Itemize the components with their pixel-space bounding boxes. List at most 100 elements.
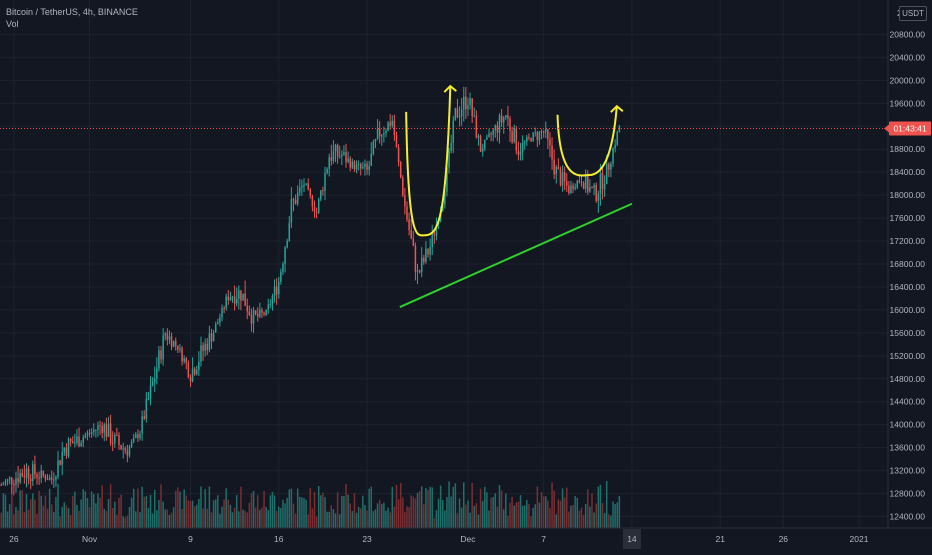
volume-bar <box>431 487 433 528</box>
candle-body <box>446 167 448 192</box>
candle-body <box>29 478 32 482</box>
candle-body <box>82 437 85 443</box>
volume-bar <box>48 488 51 528</box>
volume-bar <box>498 485 501 528</box>
volume-indicator-label[interactable]: Vol <box>6 19 19 29</box>
candle-body <box>61 452 63 465</box>
candle-body <box>479 136 482 152</box>
candle-body <box>465 96 467 110</box>
candle-body <box>374 139 377 142</box>
volume-bar <box>589 506 591 528</box>
candle-body <box>15 478 17 485</box>
candle-body <box>328 157 330 169</box>
volume-bar <box>202 508 204 528</box>
volume-bar <box>450 496 452 528</box>
candle-body <box>271 296 274 305</box>
candle-body <box>616 132 618 145</box>
symbol-title[interactable]: Bitcoin / TetherUS, 4h, BINANCE <box>6 7 138 17</box>
volume-bar <box>252 490 255 528</box>
candle-body <box>540 131 543 133</box>
volume-bar <box>40 495 42 528</box>
volume-bar <box>366 510 368 528</box>
candle-body <box>385 131 387 134</box>
candle-body <box>139 433 141 438</box>
volume-bar <box>469 512 471 528</box>
candle-body <box>273 286 276 297</box>
price-tick-label: 12400.00 <box>890 512 926 522</box>
candle-body <box>448 150 450 168</box>
volume-bar <box>181 508 183 528</box>
candle-body <box>6 479 9 482</box>
candle-body <box>387 122 389 132</box>
candle-body <box>471 98 473 117</box>
candle-body <box>389 122 391 126</box>
candle-body <box>294 200 297 204</box>
candle-body <box>42 470 45 476</box>
candle-body <box>580 182 583 184</box>
time-axis[interactable]: 26 Nov 9 16 23 Dec 7 14 21 26 2021 <box>0 527 932 550</box>
candle-body <box>477 136 480 138</box>
volume-bar <box>576 497 579 528</box>
candle-body <box>425 248 427 262</box>
price-tick-label: 16800.00 <box>890 259 926 269</box>
volume-bar <box>368 488 370 528</box>
candle-body <box>107 423 110 437</box>
volume-bar <box>336 492 339 528</box>
volume-bar <box>80 499 82 528</box>
volume-bar <box>299 496 301 528</box>
volume-bar <box>435 510 438 528</box>
candle-body <box>572 185 574 189</box>
volume-bar <box>88 507 91 528</box>
volume-bar <box>412 496 415 528</box>
volume-bar <box>78 510 80 528</box>
volume-bar <box>332 509 335 528</box>
candle-body <box>265 309 267 315</box>
volume-bar <box>6 511 9 528</box>
candle-body <box>549 139 551 146</box>
volume-bar <box>534 504 536 528</box>
candle-body <box>50 477 53 480</box>
volume-bar <box>71 495 74 528</box>
volume-bar <box>359 508 362 528</box>
volume-bar <box>370 486 373 528</box>
candle-body <box>587 174 589 192</box>
candle-body <box>418 270 421 273</box>
volume-bar <box>597 486 600 528</box>
candle-body <box>505 115 507 118</box>
volume-bar <box>278 506 280 528</box>
candle-body <box>311 195 314 207</box>
volume-bar <box>153 489 156 528</box>
volume-bar <box>341 496 343 528</box>
volume-bar <box>317 485 320 528</box>
candle-body <box>494 125 497 131</box>
candle-body <box>164 333 166 336</box>
currency-badge[interactable]: USDT <box>899 6 927 21</box>
candle-body <box>372 141 375 154</box>
candle-body <box>189 377 192 382</box>
candle-body <box>263 312 265 315</box>
volume-bar <box>330 505 333 528</box>
candle-body <box>248 311 251 315</box>
volume-bar <box>587 489 589 528</box>
candle-body <box>34 464 36 475</box>
candle-body <box>95 429 97 431</box>
candle-body <box>240 290 242 301</box>
candle-body <box>109 423 112 444</box>
volume-bar <box>439 485 442 528</box>
price-axis[interactable]: 12400.00 12800.00 13200.00 13600.00 14000.00… <box>884 0 932 550</box>
drawings[interactable] <box>399 84 633 308</box>
volume-bar <box>408 507 410 528</box>
volume-bar <box>149 494 152 528</box>
volume-bar <box>418 491 421 528</box>
volume-bar <box>477 514 480 528</box>
volume-bar <box>383 502 385 528</box>
volume-bar <box>561 488 564 528</box>
candle-body <box>561 172 564 186</box>
candle-body <box>484 139 486 149</box>
volume-bar <box>343 496 345 528</box>
volume-bar <box>273 495 276 528</box>
candle-body <box>376 128 379 140</box>
price-tick-label: 20400.00 <box>890 52 926 62</box>
